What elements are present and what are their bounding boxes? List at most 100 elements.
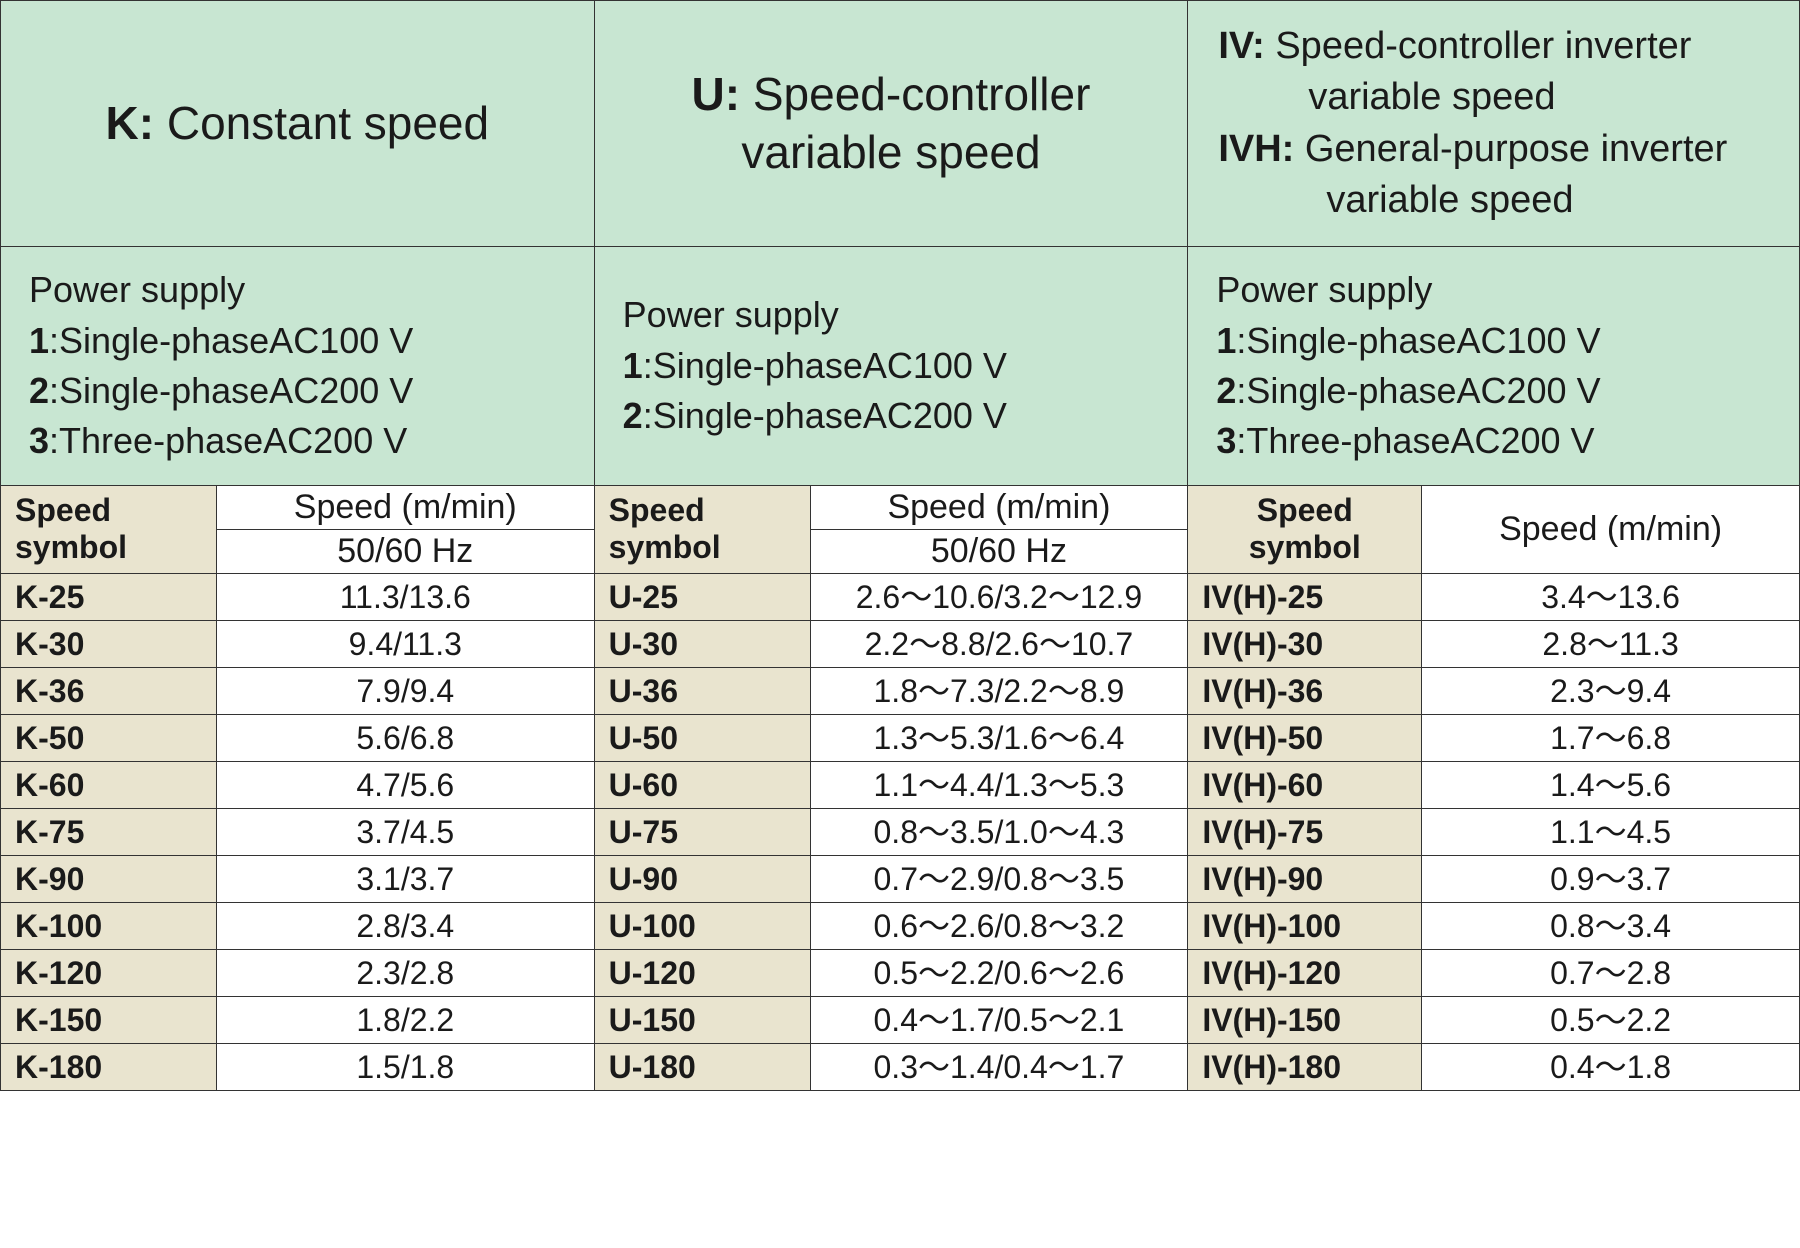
type-desc-u-line1: Speed-controller — [740, 68, 1090, 120]
type-desc-iv-line1: Speed-controller inverter — [1265, 25, 1692, 67]
speed-value-cell: 1.4～5.6 — [1422, 761, 1800, 808]
power-cell-u: Power supply 1:Single-phaseAC100 V 2:Sin… — [594, 247, 1188, 486]
power-iv-num3: 3 — [1216, 420, 1236, 461]
speed-symbol-cell: IV(H)-30 — [1188, 620, 1422, 667]
speed-value-cell: 2.8～11.3 — [1422, 620, 1800, 667]
colhead-sym-iv: Speed symbol — [1188, 485, 1422, 573]
spec-table: K: Constant speed U: Speed-controller va… — [0, 0, 1800, 1091]
table-row: K-505.6/6.8U-501.3～5.3/1.6～6.4IV(H)-501.… — [1, 714, 1800, 761]
power-title-iv: Power supply — [1216, 269, 1432, 310]
speed-symbol-cell: U-30 — [594, 620, 810, 667]
speed-symbol-cell: U-75 — [594, 808, 810, 855]
speed-value-cell: 7.9/9.4 — [216, 667, 594, 714]
power-k-text1: :Single-phaseAC100 V — [49, 320, 413, 361]
speed-value-cell: 2.3/2.8 — [216, 949, 594, 996]
type-header-u: U: Speed-controller variable speed — [594, 1, 1188, 247]
speed-value-cell: 0.8～3.5/1.0～4.3 — [810, 808, 1188, 855]
speed-symbol-cell: K-90 — [1, 855, 217, 902]
speed-value-cell: 1.1～4.4/1.3～5.3 — [810, 761, 1188, 808]
speed-value-cell: 1.8/2.2 — [216, 996, 594, 1043]
speed-value-cell: 1.5/1.8 — [216, 1043, 594, 1090]
speed-symbol-cell: K-60 — [1, 761, 217, 808]
power-cell-k: Power supply 1:Single-phaseAC100 V 2:Sin… — [1, 247, 595, 486]
table-row: K-1801.5/1.8U-1800.3～1.4/0.4～1.7IV(H)-18… — [1, 1043, 1800, 1090]
table-row: K-2511.3/13.6U-252.6～10.6/3.2～12.9IV(H)-… — [1, 573, 1800, 620]
speed-value-cell: 9.4/11.3 — [216, 620, 594, 667]
speed-value-cell: 3.1/3.7 — [216, 855, 594, 902]
colhead-sym-k: Speed symbol — [1, 485, 217, 573]
speed-symbol-cell: IV(H)-25 — [1188, 573, 1422, 620]
type-desc-u-line2: variable speed — [741, 126, 1040, 178]
type-code-k: K: — [106, 97, 155, 149]
power-k-num3: 3 — [29, 420, 49, 461]
table-row: K-367.9/9.4U-361.8～7.3/2.2～8.9IV(H)-362.… — [1, 667, 1800, 714]
power-iv-num2: 2 — [1216, 370, 1236, 411]
colhead-speed-u-top: Speed (m/min) — [810, 485, 1188, 529]
speed-value-cell: 3.7/4.5 — [216, 808, 594, 855]
colhead-speed-u-bot: 50/60 Hz — [810, 529, 1188, 573]
speed-value-cell: 0.8～3.4 — [1422, 902, 1800, 949]
power-iv-text2: :Single-phaseAC200 V — [1236, 370, 1600, 411]
type-header-iv: IV: Speed-controller inverter variable s… — [1188, 1, 1800, 247]
speed-value-cell: 0.3～1.4/0.4～1.7 — [810, 1043, 1188, 1090]
table-row: K-753.7/4.5U-750.8～3.5/1.0～4.3IV(H)-751.… — [1, 808, 1800, 855]
speed-symbol-cell: IV(H)-36 — [1188, 667, 1422, 714]
speed-value-cell: 2.6～10.6/3.2～12.9 — [810, 573, 1188, 620]
power-u-text1: :Single-phaseAC100 V — [643, 345, 1007, 386]
speed-value-cell: 11.3/13.6 — [216, 573, 594, 620]
speed-symbol-cell: U-150 — [594, 996, 810, 1043]
speed-symbol-cell: U-36 — [594, 667, 810, 714]
speed-value-cell: 4.7/5.6 — [216, 761, 594, 808]
type-code-ivh: IVH: — [1218, 128, 1294, 170]
speed-symbol-cell: U-180 — [594, 1043, 810, 1090]
speed-value-cell: 1.7～6.8 — [1422, 714, 1800, 761]
speed-value-cell: 1.1～4.5 — [1422, 808, 1800, 855]
speed-symbol-cell: K-25 — [1, 573, 217, 620]
speed-value-cell: 0.9～3.7 — [1422, 855, 1800, 902]
table-row: K-1202.3/2.8U-1200.5～2.2/0.6～2.6IV(H)-12… — [1, 949, 1800, 996]
power-iv-num1: 1 — [1216, 320, 1236, 361]
type-header-k: K: Constant speed — [1, 1, 595, 247]
table-row: K-604.7/5.6U-601.1～4.4/1.3～5.3IV(H)-601.… — [1, 761, 1800, 808]
speed-value-cell: 1.3～5.3/1.6～6.4 — [810, 714, 1188, 761]
power-u-num2: 2 — [623, 395, 643, 436]
speed-symbol-cell: K-100 — [1, 902, 217, 949]
type-desc-ivh-line1: General-purpose inverter — [1294, 128, 1727, 170]
speed-symbol-cell: IV(H)-100 — [1188, 902, 1422, 949]
speed-value-cell: 3.4～13.6 — [1422, 573, 1800, 620]
type-code-u: U: — [692, 68, 741, 120]
speed-symbol-cell: K-75 — [1, 808, 217, 855]
speed-symbol-cell: U-100 — [594, 902, 810, 949]
colhead-speed-k-top: Speed (m/min) — [216, 485, 594, 529]
power-u-text2: :Single-phaseAC200 V — [643, 395, 1007, 436]
speed-symbol-cell: IV(H)-50 — [1188, 714, 1422, 761]
speed-symbol-cell: IV(H)-75 — [1188, 808, 1422, 855]
power-k-text2: :Single-phaseAC200 V — [49, 370, 413, 411]
type-desc-iv-line2: variable speed — [1218, 72, 1769, 123]
speed-symbol-cell: U-25 — [594, 573, 810, 620]
speed-symbol-cell: U-90 — [594, 855, 810, 902]
colhead-speed-iv: Speed (m/min) — [1422, 485, 1800, 573]
speed-symbol-cell: IV(H)-90 — [1188, 855, 1422, 902]
speed-symbol-cell: K-150 — [1, 996, 217, 1043]
table-row: K-1501.8/2.2U-1500.4～1.7/0.5～2.1IV(H)-15… — [1, 996, 1800, 1043]
speed-value-cell: 1.8～7.3/2.2～8.9 — [810, 667, 1188, 714]
colhead-speed-k-bot: 50/60 Hz — [216, 529, 594, 573]
speed-value-cell: 0.7～2.8 — [1422, 949, 1800, 996]
power-k-num1: 1 — [29, 320, 49, 361]
power-k-text3: :Three-phaseAC200 V — [49, 420, 407, 461]
speed-value-cell: 0.6～2.6/0.8～3.2 — [810, 902, 1188, 949]
speed-symbol-cell: K-30 — [1, 620, 217, 667]
colhead-sym-u: Speed symbol — [594, 485, 810, 573]
speed-symbol-cell: IV(H)-180 — [1188, 1043, 1422, 1090]
speed-value-cell: 0.4～1.8 — [1422, 1043, 1800, 1090]
speed-value-cell: 2.3～9.4 — [1422, 667, 1800, 714]
speed-value-cell: 0.4～1.7/0.5～2.1 — [810, 996, 1188, 1043]
power-cell-iv: Power supply 1:Single-phaseAC100 V 2:Sin… — [1188, 247, 1800, 486]
speed-symbol-cell: U-60 — [594, 761, 810, 808]
power-k-num2: 2 — [29, 370, 49, 411]
speed-symbol-cell: IV(H)-60 — [1188, 761, 1422, 808]
speed-value-cell: 2.8/3.4 — [216, 902, 594, 949]
speed-symbol-cell: K-120 — [1, 949, 217, 996]
speed-symbol-cell: K-180 — [1, 1043, 217, 1090]
